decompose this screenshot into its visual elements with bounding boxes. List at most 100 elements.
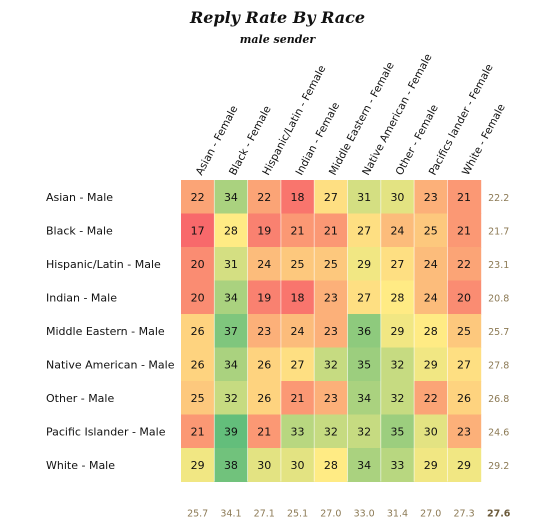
row-label: Black - Male (46, 224, 113, 237)
row-label: Pacific Islander - Male (46, 425, 166, 438)
heatmap-cell-value: 21 (457, 224, 471, 237)
heatmap-cell (380, 448, 415, 482)
column-label: Hispanic/Latin - Female (260, 63, 328, 177)
row-label: Middle Eastern - Male (46, 325, 165, 338)
heatmap-cell (414, 381, 448, 415)
row-average: 22.2 (488, 193, 509, 204)
heatmap-cell (280, 247, 315, 281)
heatmap-cell (414, 414, 448, 449)
heatmap-cell-value: 38 (224, 459, 238, 472)
heatmap-cell-value: 30 (424, 425, 438, 438)
heatmap-cell-value: 23 (424, 191, 438, 204)
heatmap-cell-value: 29 (424, 358, 438, 371)
heatmap-cell (447, 347, 482, 382)
heatmap-cell-value: 27 (357, 224, 371, 237)
row-label: White - Male (46, 459, 115, 472)
heatmap-cell (214, 314, 249, 348)
chart-subtitle: male sender (239, 33, 316, 46)
heatmap-cell (380, 314, 415, 348)
heatmap-cell (214, 213, 249, 248)
heatmap-cell-value: 39 (224, 425, 238, 438)
heatmap-cell (280, 180, 315, 214)
heatmap-cell (414, 347, 448, 382)
column-average: 27.3 (453, 509, 474, 518)
heatmap-cell (380, 414, 415, 449)
heatmap-cell-value: 21 (324, 224, 338, 237)
heatmap-cell-value: 34 (224, 191, 238, 204)
heatmap-cell-value: 32 (224, 392, 238, 405)
heatmap-cell-value: 22 (457, 258, 471, 271)
heatmap-cell (280, 381, 315, 415)
heatmap-cell (447, 213, 482, 248)
heatmap-cell-value: 29 (457, 459, 471, 472)
heatmap-cell-value: 23 (324, 392, 338, 405)
heatmap-cell-value: 26 (191, 358, 205, 371)
heatmap-cell (380, 213, 415, 248)
heatmap-cell (247, 347, 282, 382)
heatmap-cell (214, 381, 249, 415)
heatmap-cell-value: 24 (291, 325, 305, 338)
heatmap-cell-value: 26 (191, 325, 205, 338)
heatmap-cell-value: 33 (390, 459, 404, 472)
column-average: 25.1 (287, 509, 308, 518)
overall-average: 27.6 (487, 509, 511, 518)
heatmap-cell-value: 29 (424, 459, 438, 472)
heatmap-cell-value: 34 (224, 358, 238, 371)
heatmap-cell (280, 448, 315, 482)
heatmap-cell-value: 28 (224, 224, 238, 237)
heatmap-cell (347, 448, 382, 482)
column-average: 31.4 (387, 509, 408, 518)
heatmap-cell (447, 414, 482, 449)
row-average: 24.6 (488, 427, 509, 438)
heatmap-cell-value: 20 (191, 258, 205, 271)
row-label: Hispanic/Latin - Male (46, 258, 161, 271)
heatmap-cell-value: 27 (324, 191, 338, 204)
heatmap-cell-value: 18 (291, 291, 305, 304)
heatmap-cell (347, 180, 382, 214)
heatmap-cell (181, 314, 215, 348)
heatmap-cell-value: 29 (357, 258, 371, 271)
heatmap-cell-value: 22 (424, 392, 438, 405)
heatmap-cell (181, 280, 215, 315)
heatmap-cell (380, 180, 415, 214)
heatmap-cell-value: 27 (390, 258, 404, 271)
heatmap-cell (414, 314, 448, 348)
row-average: 25.7 (488, 327, 509, 338)
heatmap-cell (181, 213, 215, 248)
heatmap-cell-value: 23 (257, 325, 271, 338)
row-label: Asian - Male (46, 191, 113, 204)
chart-title: Reply Rate By Race (189, 8, 366, 27)
heatmap-cell-value: 30 (390, 191, 404, 204)
heatmap-cell (347, 381, 382, 415)
heatmap-cell (447, 247, 482, 281)
column-label: Middle Eastern - Female (327, 60, 397, 177)
heatmap-cell-value: 29 (191, 459, 205, 472)
heatmap-cell (314, 213, 348, 248)
heatmap-cell (247, 180, 282, 214)
heatmap-cell-value: 23 (457, 425, 471, 438)
row-average: 26.8 (488, 394, 509, 405)
heatmap-cell-value: 36 (357, 325, 371, 338)
heatmap-cell-value: 21 (257, 425, 271, 438)
heatmap-cell-value: 31 (357, 191, 371, 204)
heatmap-cell (347, 247, 382, 281)
row-average: 20.8 (488, 293, 509, 304)
heatmap-cell (247, 314, 282, 348)
heatmap-cell-value: 35 (357, 358, 371, 371)
heatmap-cell-value: 18 (291, 191, 305, 204)
heatmap-cell-value: 24 (390, 224, 404, 237)
column-average: 25.7 (187, 509, 208, 518)
heatmap-cell (380, 280, 415, 315)
heatmap-cell (214, 280, 249, 315)
heatmap-cell (414, 448, 448, 482)
heatmap-cell (347, 414, 382, 449)
heatmap-cell (314, 247, 348, 281)
heatmap-cell-value: 25 (291, 258, 305, 271)
heatmap-cell-value: 26 (457, 392, 471, 405)
heatmap-cell-value: 33 (291, 425, 305, 438)
heatmap-cell-value: 23 (324, 325, 338, 338)
heatmap-cell-value: 26 (257, 358, 271, 371)
heatmap-cell (247, 448, 282, 482)
heatmap-cell (414, 213, 448, 248)
heatmap-cell-value: 24 (424, 258, 438, 271)
